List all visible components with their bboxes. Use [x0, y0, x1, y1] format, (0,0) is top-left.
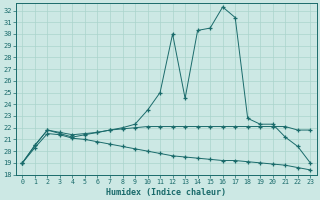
- X-axis label: Humidex (Indice chaleur): Humidex (Indice chaleur): [106, 188, 226, 197]
